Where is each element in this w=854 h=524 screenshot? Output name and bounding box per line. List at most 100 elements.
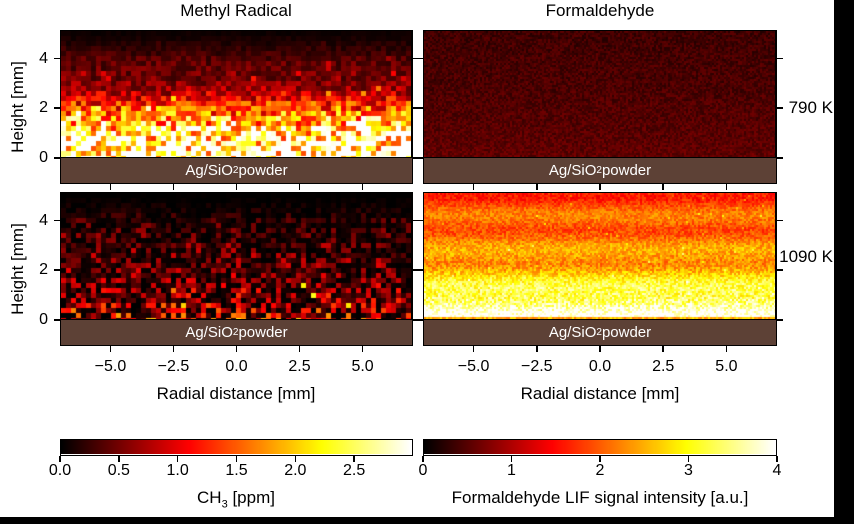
colorbar-formaldehyde <box>423 439 777 456</box>
y-tick-mark <box>413 157 419 159</box>
colorbar-tick-mark <box>118 456 120 462</box>
x-tick-label: −5.0 <box>94 358 127 375</box>
colorbar-label-ch3: CH3 [ppm] <box>36 488 436 511</box>
y-tick-mark <box>417 319 423 321</box>
colorbar-tick-mark <box>59 456 61 462</box>
y-tick-mark <box>777 57 783 60</box>
x-tick-mark <box>599 346 601 352</box>
x-axis-label-left: Radial distance [mm] <box>156 384 316 403</box>
colorbar-label-ch3-prefix: CH <box>197 488 222 507</box>
colorbar-gradient-formaldehyde <box>424 440 775 454</box>
colorbar-tick-mark <box>687 456 690 462</box>
y-tick-label: 4 <box>39 211 48 229</box>
colorbar-tick-mark <box>510 456 513 462</box>
x-tick-mark <box>662 346 664 352</box>
x-tick-label: 5.0 <box>351 358 374 375</box>
colorbar-tick-mark <box>235 456 238 462</box>
x-tick-mark <box>235 184 238 190</box>
x-tick-mark <box>725 184 728 190</box>
colorbar-tick-label: 1 <box>507 462 516 479</box>
powder-label-suffix: powder <box>238 324 288 341</box>
colorbar-tick-mark <box>599 456 601 462</box>
colorbar-tick-label: 4 <box>772 462 782 479</box>
y-tick-mark <box>54 157 60 159</box>
powder-label-prefix: Ag/SiO <box>548 162 597 179</box>
y-tick-mark <box>417 57 423 60</box>
x-tick-mark <box>109 184 112 190</box>
y-tick-label: 0 <box>39 148 48 166</box>
x-tick-label: −2.5 <box>520 358 553 375</box>
colorbar-label-ch3-subscript: 3 <box>221 498 228 511</box>
heatmap-canvas-ch3-1090k <box>61 193 411 319</box>
colorbar-label-ch3-suffix: [ppm] <box>227 488 275 507</box>
powder-label-prefix: Ag/SiO <box>185 162 233 179</box>
colorbar-tick-mark <box>176 456 179 462</box>
y-tick-mark <box>777 269 783 272</box>
x-tick-label: 2.5 <box>652 358 675 375</box>
x-tick-mark <box>535 346 538 352</box>
y-tick-label: 2 <box>39 261 48 279</box>
colorbar-tick-label: 1.0 <box>166 462 189 479</box>
colorbar-tick-mark <box>776 456 778 462</box>
x-axis-label-right: Radial distance [mm] <box>520 384 680 403</box>
x-tick-mark <box>298 184 301 190</box>
x-tick-label: −5.0 <box>457 358 490 375</box>
heatmap-canvas-ch3-790k <box>61 31 411 157</box>
x-tick-mark <box>235 346 238 352</box>
x-tick-mark <box>725 346 728 352</box>
x-tick-mark <box>109 346 112 352</box>
x-tick-label: −2.5 <box>157 358 190 375</box>
x-tick-label: 2.5 <box>288 358 311 375</box>
y-tick-mark <box>54 269 60 272</box>
heatmap-panel-hcho-1090k: Ag/SiO 2 powder <box>423 192 777 346</box>
x-tick-mark <box>599 184 601 190</box>
x-tick-mark <box>535 184 538 190</box>
column-title-methyl-radical: Methyl Radical <box>180 1 292 20</box>
powder-label-suffix: powder <box>238 162 288 179</box>
y-tick-mark <box>777 319 783 321</box>
y-tick-mark <box>413 107 419 110</box>
x-tick-mark <box>361 346 364 352</box>
y-tick-label: 4 <box>39 49 48 67</box>
heatmap-panel-ch3-1090k: Ag/SiO 2 powder <box>60 192 413 346</box>
heatmap-panel-hcho-790k: Ag/SiO 2 powder <box>423 30 777 184</box>
powder-band: Ag/SiO 2 powder <box>424 319 776 345</box>
colorbar-tick-label: 0 <box>418 462 428 479</box>
colorbar-tick-label: 2.5 <box>343 462 366 479</box>
colorbar-tick-mark <box>294 456 297 462</box>
x-tick-label: 0.0 <box>225 358 248 375</box>
y-tick-mark <box>54 107 60 110</box>
x-tick-mark <box>472 346 475 352</box>
y-tick-mark <box>413 57 419 60</box>
heatmap-panel-ch3-790k: Ag/SiO 2 powder <box>60 30 413 184</box>
y-tick-mark <box>777 157 783 159</box>
y-tick-mark <box>417 219 423 222</box>
y-tick-mark <box>413 269 419 272</box>
x-tick-mark <box>172 184 175 190</box>
colorbar-tick-label: 0.5 <box>107 462 130 479</box>
colorbar-gradient-ch3 <box>61 440 411 454</box>
row-label-1090k: 1090 K <box>779 247 833 266</box>
colorbar-tick-label: 2 <box>595 462 605 479</box>
column-title-formaldehyde: Formaldehyde <box>545 1 655 20</box>
colorbar-tick-label: 2.0 <box>284 462 307 479</box>
powder-band: Ag/SiO 2 powder <box>61 157 412 183</box>
colorbar-tick-mark <box>422 456 424 462</box>
y-tick-label: 0 <box>39 310 48 328</box>
colorbar-ch3 <box>60 439 413 456</box>
heatmap-canvas-hcho-790k <box>424 31 775 157</box>
y-tick-mark <box>777 219 783 222</box>
x-tick-mark <box>298 346 301 352</box>
y-tick-mark <box>413 319 419 321</box>
right-border-bar <box>834 0 854 524</box>
powder-band: Ag/SiO 2 powder <box>61 319 412 345</box>
heatmap-canvas-hcho-1090k <box>424 193 775 319</box>
x-tick-mark <box>172 346 175 352</box>
colorbar-tick-mark <box>353 456 355 462</box>
y-tick-mark <box>777 107 783 110</box>
powder-label-prefix: Ag/SiO <box>548 324 597 341</box>
colorbar-tick-label: 3 <box>684 462 693 479</box>
colorbar-label-formaldehyde: Formaldehyde LIF signal intensity [a.u.] <box>451 488 749 507</box>
bottom-border-bar <box>0 517 854 524</box>
